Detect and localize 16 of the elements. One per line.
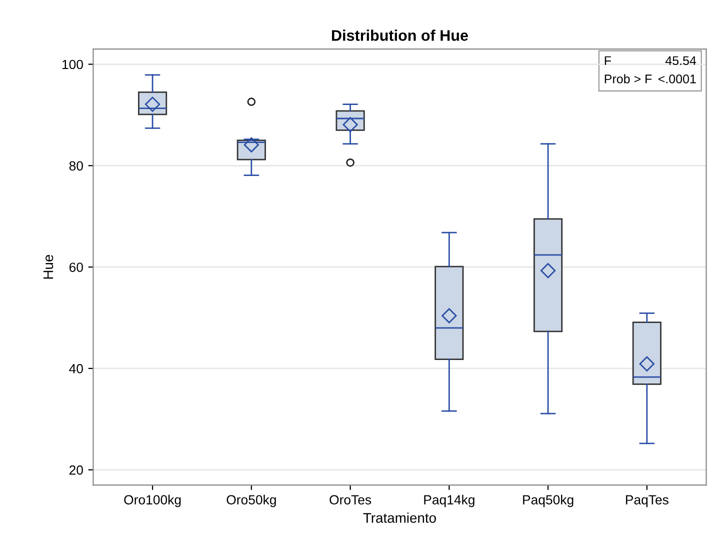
x-tick-label: Oro50kg	[226, 494, 276, 508]
y-tick-label: 80	[69, 161, 83, 171]
x-tick-label: Paq14kg	[424, 494, 474, 508]
text: F 45.54	[604, 56, 696, 66]
chart-title: Distribution of Hue	[332, 30, 468, 41]
y-tick-label: 100	[62, 60, 83, 70]
x-tick-label: Oro100kg	[124, 494, 181, 508]
x-axis-title: Tratamiento	[363, 512, 436, 523]
x-tick-label: OroTes	[330, 495, 372, 504]
y-tick-label: 20	[69, 465, 83, 475]
x-tick-label: Paq50kg	[523, 494, 574, 508]
y-tick-label: 60	[69, 262, 83, 272]
y-tick-label: 40	[69, 364, 83, 374]
x-tick-label: PaqTes	[626, 495, 668, 508]
annotation: Prob > F <.0001	[604, 74, 696, 84]
y-axis-title: Hue	[43, 254, 54, 279]
